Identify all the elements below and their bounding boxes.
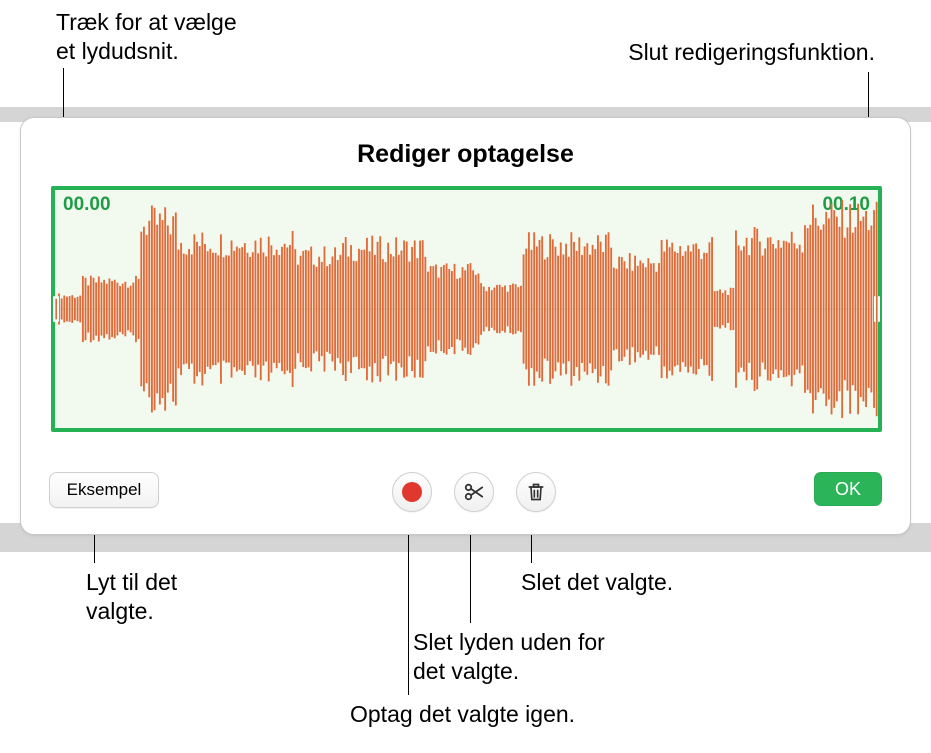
preview-button-label: Eksempel (67, 480, 142, 500)
preview-button[interactable]: Eksempel (49, 472, 159, 508)
panel-title: Rediger optagelse (21, 140, 910, 169)
selection-handle-right[interactable] (872, 296, 882, 322)
leader-record (408, 511, 409, 695)
callout-rerecord: Optag det valgte igen. (350, 700, 575, 729)
callout-trim: Slet lyden uden for det valgte. (413, 628, 605, 686)
trim-button[interactable] (454, 472, 494, 512)
ok-button-label: OK (835, 479, 861, 500)
waveform-svg (55, 190, 878, 428)
selection-handle-left[interactable] (51, 296, 61, 322)
callout-drag: Træk for at vælge et lydudsnit. (56, 8, 237, 66)
callout-listen: Lyt til det valgte. (86, 568, 177, 626)
waveform-selection[interactable]: 00.00 00.10 (51, 186, 882, 432)
callout-delete: Slet det valgte. (521, 568, 673, 597)
trash-icon (526, 481, 546, 503)
ok-button[interactable]: OK (814, 472, 882, 506)
record-button[interactable] (392, 472, 432, 512)
record-icon (402, 482, 422, 502)
edit-recording-panel: Rediger optagelse 00.00 00.10 Eksempel (20, 117, 911, 535)
panel-toolbar: Eksempel (21, 472, 910, 512)
scissors-icon (463, 481, 485, 503)
callout-end-edit: Slut redigeringsfunktion. (628, 38, 875, 67)
delete-button[interactable] (516, 472, 556, 512)
